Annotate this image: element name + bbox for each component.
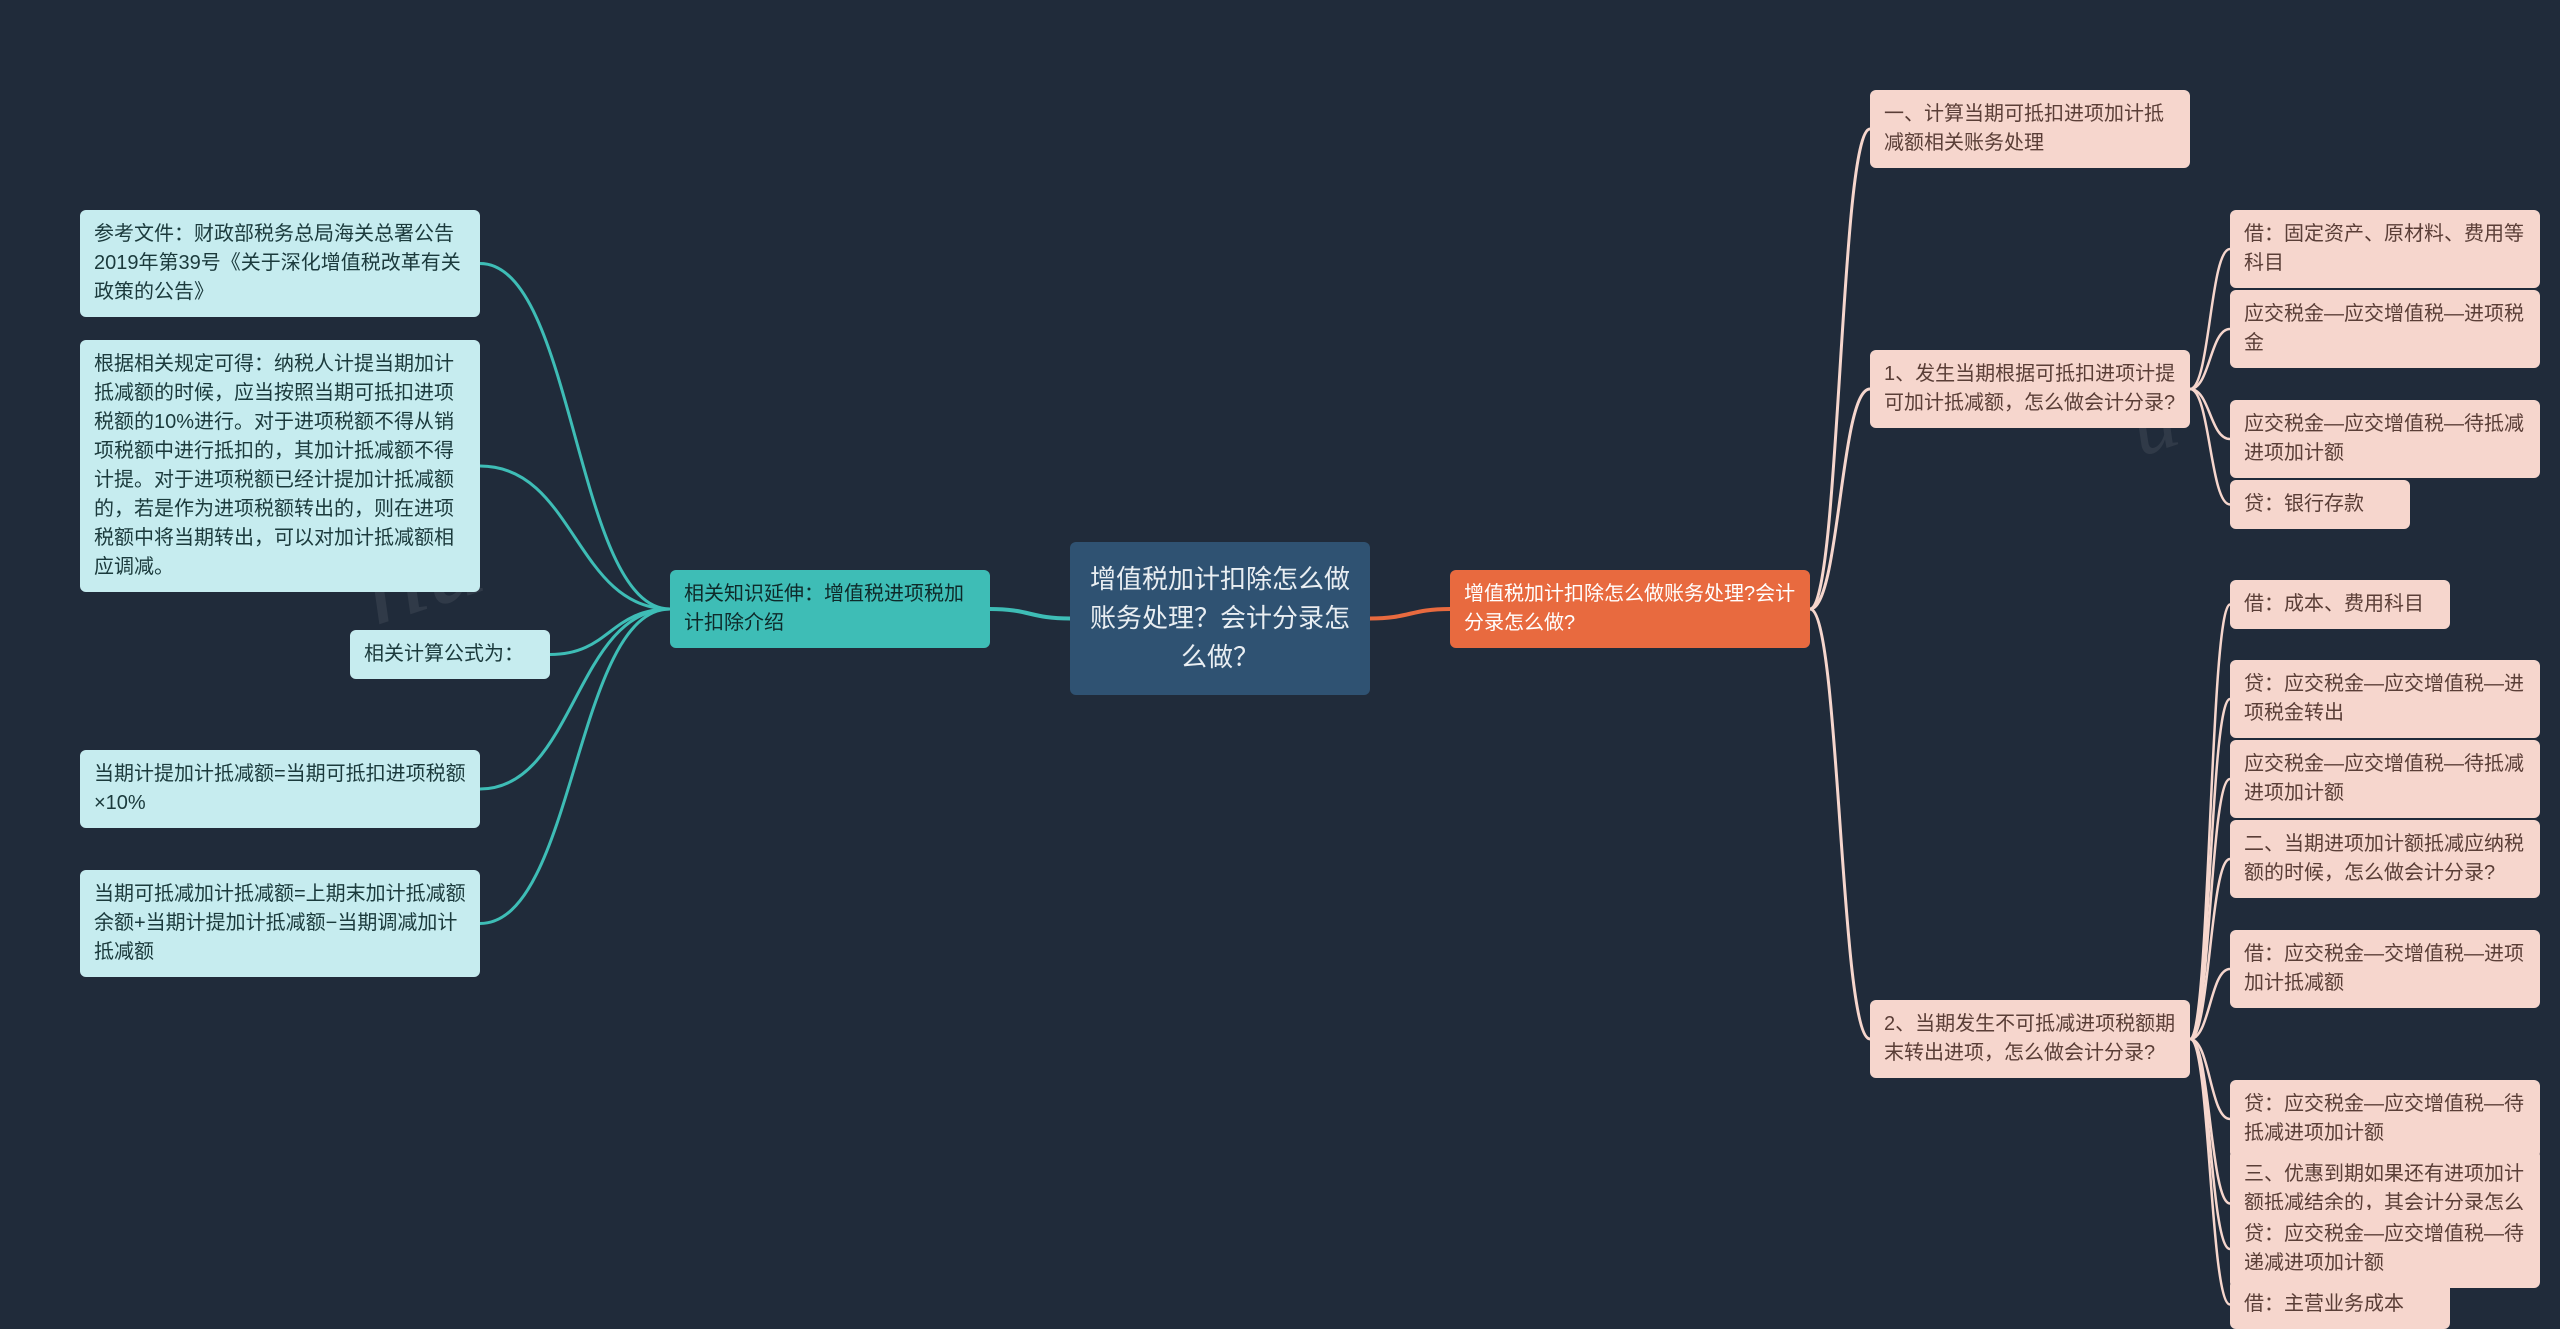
sub1-item-1: 应交税金—应交增值税—进项税金 [2230, 290, 2540, 368]
sub1-item-0: 借：固定资产、原材料、费用等科目 [2230, 210, 2540, 288]
sub1-item-2: 应交税金—应交增值税—待抵减进项加计额 [2230, 400, 2540, 478]
sub2-item-5: 贷：应交税金—应交增值税—待抵减进项加计额 [2230, 1080, 2540, 1158]
left-branch-title: 相关知识延伸：增值税进项税加计扣除介绍 [670, 570, 990, 648]
sub2-item-4: 借：应交税金—交增值税—进项加计抵减额 [2230, 930, 2540, 1008]
sub2-item-7: 贷：应交税金—应交增值税—待递减进项加计额 [2230, 1210, 2540, 1288]
sub2-item-2: 应交税金—应交增值税—待抵减进项加计额 [2230, 740, 2540, 818]
left-leaf-0: 参考文件：财政部税务总局海关总署公告2019年第39号《关于深化增值税改革有关政… [80, 210, 480, 317]
left-leaf-3: 当期计提加计抵减额=当期可抵扣进项税额×10% [80, 750, 480, 828]
left-leaf-2: 相关计算公式为： [350, 630, 550, 679]
sub2-title: 2、当期发生不可抵减进项税额期末转出进项，怎么做会计分录? [1870, 1000, 2190, 1078]
root-node: 增值税加计扣除怎么做账务处理？会计分录怎么做？ [1070, 542, 1370, 695]
sub1-title: 1、发生当期根据可抵扣进项计提可加计抵减额，怎么做会计分录? [1870, 350, 2190, 428]
sub2-item-0: 借：成本、费用科目 [2230, 580, 2450, 629]
sub2-item-3: 二、当期进项加计额抵减应纳税额的时候，怎么做会计分录? [2230, 820, 2540, 898]
section-a-title: 一、计算当期可抵扣进项加计抵减额相关账务处理 [1870, 90, 2190, 168]
sub2-item-1: 贷：应交税金—应交增值税—进项税金转出 [2230, 660, 2540, 738]
sub1-item-3: 贷：银行存款 [2230, 480, 2410, 529]
sub2-item-8: 借：主营业务成本 [2230, 1280, 2450, 1329]
right-branch-title: 增值税加计扣除怎么做账务处理?会计分录怎么做? [1450, 570, 1810, 648]
left-leaf-1: 根据相关规定可得：纳税人计提当期加计抵减额的时候，应当按照当期可抵扣进项税额的1… [80, 340, 480, 592]
left-leaf-4: 当期可抵减加计抵减额=上期末加计抵减额余额+当期计提加计抵减额−当期调减加计抵减… [80, 870, 480, 977]
